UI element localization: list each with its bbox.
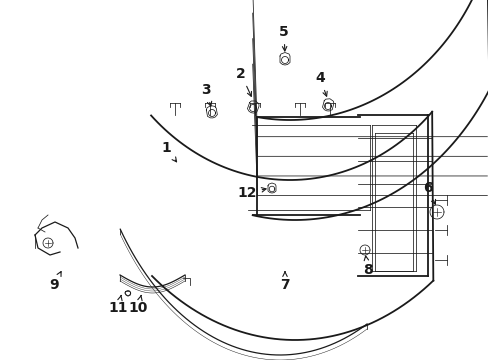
Text: 9: 9 bbox=[49, 271, 61, 292]
Text: 1: 1 bbox=[161, 141, 176, 162]
Text: 12: 12 bbox=[237, 186, 265, 200]
Text: 7: 7 bbox=[280, 272, 289, 292]
Text: 10: 10 bbox=[128, 296, 147, 315]
Text: 8: 8 bbox=[363, 256, 372, 277]
Text: 6: 6 bbox=[422, 181, 435, 204]
Text: 4: 4 bbox=[314, 71, 326, 96]
Text: 11: 11 bbox=[108, 296, 127, 315]
Text: 5: 5 bbox=[279, 25, 288, 51]
Text: 3: 3 bbox=[201, 83, 211, 106]
Text: 2: 2 bbox=[236, 67, 251, 96]
